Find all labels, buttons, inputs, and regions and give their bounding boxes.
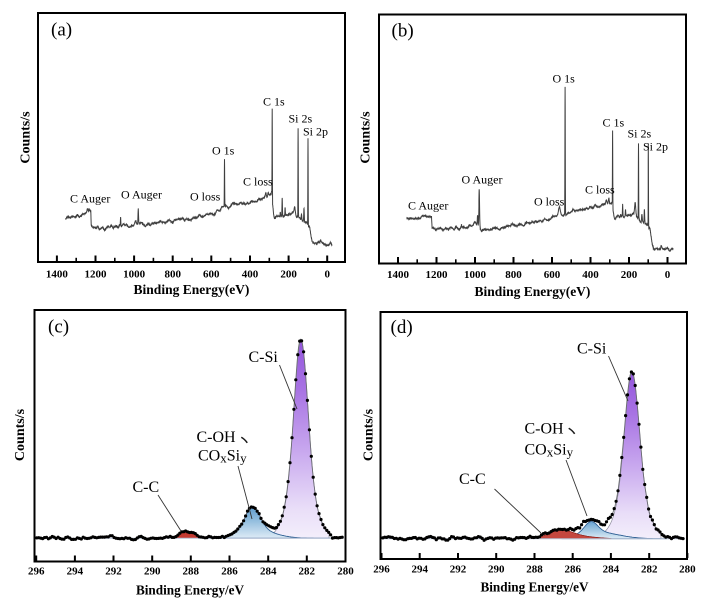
svg-text:Si 2p: Si 2p [303,125,328,139]
svg-text:C-Si: C-Si [249,349,279,366]
svg-text:200: 200 [280,269,297,281]
svg-text:C Auger: C Auger [70,192,110,206]
svg-text:Binding Energy/eV: Binding Energy/eV [480,580,589,595]
svg-text:292: 292 [450,564,467,576]
svg-text:(b): (b) [392,21,414,42]
svg-text:1400: 1400 [46,269,69,281]
svg-text:1200: 1200 [426,269,449,281]
svg-text:(a): (a) [51,20,72,41]
svg-text:O Auger: O Auger [462,173,503,187]
svg-text:C 1s: C 1s [263,95,285,109]
svg-text:600: 600 [203,269,220,281]
svg-text:200: 200 [621,269,638,281]
svg-text:(c): (c) [48,317,69,338]
svg-text:C-C: C-C [133,479,160,496]
svg-text:296: 296 [373,564,390,576]
svg-text:280: 280 [679,564,696,576]
svg-text:292: 292 [105,566,122,578]
svg-text:Si 2s: Si 2s [289,112,313,126]
svg-text:288: 288 [526,564,543,576]
svg-text:C-OH: C-OH [525,421,565,438]
svg-text:C-C: C-C [459,471,486,488]
svg-text:Binding Energy(eV): Binding Energy(eV) [475,284,591,299]
svg-text:1000: 1000 [464,269,487,281]
svg-text:290: 290 [144,566,161,578]
svg-text:286: 286 [221,566,238,578]
svg-text:Counts/s: Counts/s [362,408,377,461]
svg-text:0: 0 [324,269,330,281]
svg-text:Counts/s: Counts/s [13,408,28,461]
svg-text:282: 282 [299,566,316,578]
svg-text:1200: 1200 [85,269,108,281]
svg-text:288: 288 [183,566,200,578]
svg-text:O 1s: O 1s [212,144,235,158]
svg-text:O loss: O loss [534,195,565,209]
svg-text:286: 286 [564,564,581,576]
svg-text:800: 800 [164,269,181,281]
svg-text:O Auger: O Auger [121,188,162,202]
svg-text:COxSiy: COxSiy [198,448,247,466]
svg-text:294: 294 [67,566,84,578]
svg-text:600: 600 [544,269,561,281]
svg-text:C Auger: C Auger [408,199,448,213]
svg-text:290: 290 [488,564,505,576]
svg-text:0: 0 [665,269,671,281]
svg-text:COxSiy: COxSiy [525,442,574,460]
svg-text:280: 280 [337,566,354,578]
svg-text:282: 282 [641,564,658,576]
svg-text:C loss: C loss [243,175,273,189]
svg-text:Binding Energy(eV): Binding Energy(eV) [134,282,250,297]
svg-text:400: 400 [582,269,599,281]
svg-text:Si 2s: Si 2s [628,127,652,141]
svg-text:Counts/s: Counts/s [19,111,34,164]
svg-text:400: 400 [242,269,259,281]
svg-text:284: 284 [260,566,277,578]
svg-text:C-OH: C-OH [197,429,237,446]
svg-text:Counts/s: Counts/s [359,111,374,164]
svg-text:C loss: C loss [585,183,615,197]
svg-text:1000: 1000 [123,269,146,281]
svg-text:(d): (d) [391,317,413,338]
svg-text:C-Si: C-Si [577,341,607,358]
svg-text:O loss: O loss [190,190,221,204]
svg-text:Si 2p: Si 2p [643,140,668,154]
svg-text:C 1s: C 1s [603,116,625,130]
svg-text:Binding Energy/eV: Binding Energy/eV [136,583,245,598]
svg-text:284: 284 [603,564,620,576]
svg-text:O 1s: O 1s [553,72,576,86]
svg-text:294: 294 [411,564,428,576]
svg-text:1400: 1400 [387,269,410,281]
svg-text:800: 800 [505,269,522,281]
svg-text:296: 296 [28,566,45,578]
